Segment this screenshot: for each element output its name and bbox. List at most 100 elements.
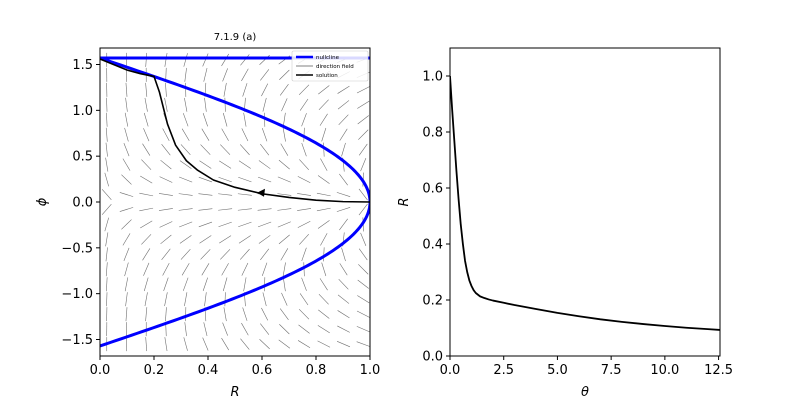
direction-field-segment bbox=[222, 322, 228, 336]
direction-field-segment bbox=[336, 207, 351, 212]
left-y-tick-label: 1.5 bbox=[72, 58, 93, 73]
direction-field-segment bbox=[121, 219, 132, 230]
direction-field-segment bbox=[183, 337, 188, 351]
direction-field-segment bbox=[204, 292, 207, 307]
direction-field-segment bbox=[125, 97, 128, 112]
direction-field-segment bbox=[202, 337, 209, 351]
direction-field-segment bbox=[337, 294, 350, 304]
left-x-tick-label: 0.4 bbox=[198, 363, 219, 378]
direction-field-segment bbox=[356, 341, 370, 347]
direction-field-segment bbox=[125, 292, 128, 307]
direction-field-segment bbox=[221, 337, 230, 351]
direction-field-segment bbox=[119, 207, 134, 212]
direction-field-segment bbox=[200, 249, 211, 260]
right-chart: 0.0 2.5 5.0 7.5 10.0 12.5 0.0 0.2 0.4 0.6 0.8 1.0 θ… bbox=[397, 47, 733, 400]
direction-field-segment bbox=[239, 144, 250, 156]
direction-field-segment bbox=[161, 248, 171, 261]
direction-field-segment bbox=[358, 203, 368, 216]
direction-field-segment bbox=[339, 218, 348, 231]
direction-field-segment bbox=[297, 176, 311, 184]
direction-field-segment bbox=[357, 279, 369, 289]
direction-field-segment bbox=[241, 262, 249, 276]
right-plot-frame bbox=[449, 47, 721, 357]
direction-field-segment bbox=[105, 127, 108, 142]
direction-field-segment bbox=[221, 263, 229, 276]
left-x-tick-label: 0.2 bbox=[144, 363, 165, 378]
direction-field-segment bbox=[104, 217, 109, 232]
direction-field-segment bbox=[317, 175, 330, 184]
direction-field-segment bbox=[318, 85, 330, 95]
direction-field-segment bbox=[223, 307, 227, 322]
direction-field-segment bbox=[237, 208, 252, 211]
direction-field-segment bbox=[178, 193, 193, 196]
direction-field-segment bbox=[202, 277, 208, 291]
direction-field-segment bbox=[238, 160, 251, 169]
left-axes-ticks: 0.0 0.2 0.4 0.6 0.8 1.0 −1.5 −1.0 −0.5 0.0 0.5 1.0 1… bbox=[61, 58, 380, 378]
direction-field-segment bbox=[182, 113, 189, 127]
direction-field-segment bbox=[257, 176, 272, 183]
right-x-tick-label: 5.0 bbox=[547, 363, 568, 378]
direction-field-segment bbox=[203, 67, 208, 82]
direction-field-segment bbox=[360, 232, 367, 246]
direction-field-segment bbox=[323, 142, 325, 157]
direction-field-segment bbox=[241, 322, 249, 336]
direction-field-segment bbox=[238, 176, 252, 183]
direction-field-segment bbox=[143, 128, 150, 142]
direction-field-segment bbox=[165, 82, 167, 97]
direction-field-segment bbox=[139, 192, 154, 197]
legend-label-direction-field: direction field bbox=[316, 64, 354, 70]
direction-field-segment bbox=[139, 207, 154, 212]
direction-field-segment bbox=[338, 278, 349, 290]
direction-field-segment bbox=[356, 326, 370, 333]
right-x-tick-label: 0.0 bbox=[440, 363, 461, 378]
direction-field-segment bbox=[201, 128, 210, 141]
direction-field-segment bbox=[125, 307, 128, 322]
direction-field-segment bbox=[198, 208, 213, 211]
direction-field-segment bbox=[317, 340, 331, 348]
direction-field-segment bbox=[222, 112, 228, 127]
direction-field-segment bbox=[239, 248, 250, 260]
left-chart-title: 7.1.9 (a) bbox=[214, 32, 257, 43]
direction-field-segment bbox=[358, 188, 368, 201]
direction-field-segment bbox=[240, 338, 250, 350]
direction-field-segment bbox=[337, 310, 350, 319]
right-axes-ticks: 0.0 2.5 5.0 7.5 10.0 12.5 0.0 0.2 0.4 0.6 0.8 1.0 bbox=[422, 70, 733, 379]
direction-field-segment bbox=[277, 221, 291, 228]
direction-field-segment bbox=[165, 307, 167, 322]
direction-field-segment bbox=[198, 193, 213, 196]
left-y-tick-label: −1.0 bbox=[61, 287, 93, 302]
direction-field-segment bbox=[318, 293, 329, 305]
direction-field-segment bbox=[261, 307, 269, 321]
direction-field-segment bbox=[202, 113, 208, 127]
direction-field-segment bbox=[317, 325, 330, 334]
direction-field-segment bbox=[224, 97, 226, 112]
direction-field-segment bbox=[261, 83, 269, 97]
direction-field-segment bbox=[180, 144, 191, 156]
direction-field-segment bbox=[280, 143, 289, 156]
direction-field-segment bbox=[297, 193, 312, 196]
direction-field-segment bbox=[198, 176, 213, 183]
direction-field-segment bbox=[237, 193, 252, 196]
direction-field-segment bbox=[258, 160, 271, 169]
direction-field-segment bbox=[280, 248, 289, 261]
direction-field-segment bbox=[282, 112, 286, 127]
direction-field-segment bbox=[358, 143, 368, 156]
direction-field-segment bbox=[218, 176, 232, 183]
direction-field-segment bbox=[184, 67, 187, 82]
direction-field-segment bbox=[279, 324, 290, 335]
right-y-tick-label: 0.4 bbox=[422, 238, 443, 253]
direction-field-segment bbox=[145, 82, 148, 97]
right-x-tick-label: 12.5 bbox=[704, 363, 733, 378]
solution-series bbox=[100, 58, 370, 203]
direction-field-segment bbox=[222, 68, 228, 82]
direction-field-segment bbox=[298, 308, 310, 320]
right-x-tick-label: 7.5 bbox=[601, 363, 622, 378]
R-vs-theta-curve bbox=[450, 75, 720, 331]
direction-field-segment bbox=[203, 322, 208, 337]
direction-field-segment bbox=[123, 247, 130, 261]
direction-field-segment bbox=[358, 248, 368, 261]
direction-field-segment bbox=[104, 172, 109, 187]
direction-field-segment bbox=[298, 324, 310, 334]
direction-field-segment bbox=[105, 157, 109, 172]
direction-field-segment bbox=[301, 277, 307, 291]
